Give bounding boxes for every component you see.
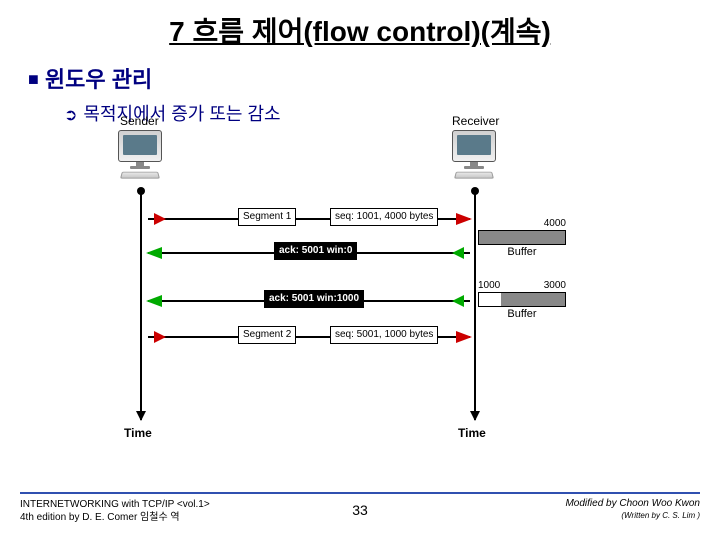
segment-line: ack: 5001 win:0 (148, 242, 470, 264)
segment-label: seq: 1001, 4000 bytes (330, 208, 438, 226)
bullet2-text: 목적지에서 증가 또는 감소 (83, 104, 280, 124)
square-bullet-icon: ■ (28, 69, 39, 89)
arrow-right-icon (456, 331, 472, 343)
buffer-box: 10003000Buffer (478, 280, 566, 320)
buffer-box: 4000Buffer (478, 218, 566, 258)
slide-title: 7 흐름 제어(flow control)(계속) (0, 0, 720, 50)
sender-label: Sender (120, 114, 159, 128)
segment-label: Segment 2 (238, 326, 296, 344)
time-label-right: Time (458, 426, 486, 440)
slide-footer: INTERNETWORKING with TCP/IP <vol.1> 4th … (0, 492, 720, 532)
sender-computer (110, 130, 170, 179)
bullet-level2: ➲ 목적지에서 증가 또는 감소 (0, 94, 720, 126)
arrow-left-icon (146, 295, 162, 307)
time-label-left: Time (124, 426, 152, 440)
segment-line: Segment 1 seq: 1001, 4000 bytes (148, 208, 470, 230)
receiver-computer (444, 130, 504, 179)
segment-label: ack: 5001 win:1000 (264, 290, 364, 308)
segment-label: seq: 5001, 1000 bytes (330, 326, 438, 344)
flow-control-diagram: Sender Receiver Time Time Segment 1seq: … (80, 160, 640, 460)
arrow-right-small-icon (154, 331, 166, 343)
arrow-bullet-icon: ➲ (64, 107, 77, 124)
arrow-right-small-icon (154, 213, 166, 225)
footer-right-line1: Modified by Choon Woo Kwon (565, 498, 700, 510)
bullet-level1: ■ 윈도우 관리 (0, 50, 720, 94)
segment-line: Segment 2 seq: 5001, 1000 bytes (148, 326, 470, 348)
segment-label: Segment 1 (238, 208, 296, 226)
receiver-label: Receiver (452, 114, 499, 128)
arrow-left-small-icon (452, 295, 464, 307)
receiver-timeline (474, 188, 476, 420)
segment-line: ack: 5001 win:1000 (148, 290, 470, 312)
bullet1-text: 윈도우 관리 (45, 67, 152, 92)
footer-right: Modified by Choon Woo Kwon (Written by C… (565, 498, 700, 522)
arrow-left-icon (146, 247, 162, 259)
arrow-left-small-icon (452, 247, 464, 259)
footer-right-line2: (Written by C. S. Lim ) (565, 510, 700, 522)
segment-label: ack: 5001 win:0 (274, 242, 357, 260)
sender-timeline (140, 188, 142, 420)
footer-divider (20, 492, 700, 494)
arrow-right-icon (456, 213, 472, 225)
